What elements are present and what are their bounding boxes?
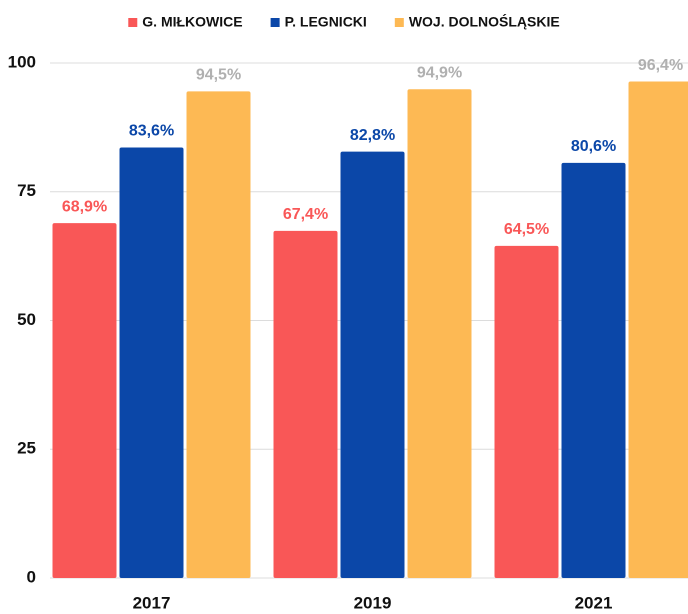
value-label: 67,4% bbox=[283, 206, 328, 223]
x-tick-label: 2019 bbox=[354, 593, 392, 612]
y-tick-label: 25 bbox=[17, 439, 36, 458]
y-tick-label: 0 bbox=[27, 567, 36, 586]
legend-label: WOJ. DOLNOŚLĄSKIE bbox=[409, 13, 560, 30]
legend-label: P. LEGNICKI bbox=[285, 14, 367, 30]
value-label: 83,6% bbox=[129, 123, 174, 140]
x-tick-label: 2017 bbox=[133, 593, 171, 612]
y-tick-label: 50 bbox=[17, 310, 36, 329]
value-label: 64,5% bbox=[504, 221, 549, 238]
value-label: 68,9% bbox=[62, 198, 107, 215]
legend-swatch bbox=[394, 18, 404, 27]
bar bbox=[52, 223, 117, 579]
bar bbox=[561, 162, 626, 578]
value-label: 94,5% bbox=[196, 67, 241, 84]
y-tick-label: 100 bbox=[8, 52, 36, 71]
value-label: 80,6% bbox=[571, 138, 616, 155]
legend-swatch bbox=[128, 18, 138, 27]
bar bbox=[628, 81, 688, 578]
bar bbox=[407, 89, 472, 578]
value-label: 94,9% bbox=[417, 64, 462, 81]
value-label: 82,8% bbox=[350, 127, 395, 144]
y-tick-label: 75 bbox=[17, 181, 36, 200]
bar bbox=[186, 91, 251, 578]
value-label: 96,4% bbox=[638, 57, 683, 74]
legend-swatch bbox=[270, 18, 280, 27]
bar bbox=[273, 230, 338, 578]
bar bbox=[494, 245, 559, 578]
legend-label: G. MIŁKOWICE bbox=[142, 14, 242, 30]
bar bbox=[119, 147, 184, 578]
bar bbox=[340, 151, 405, 578]
x-tick-label: 2021 bbox=[575, 593, 613, 612]
